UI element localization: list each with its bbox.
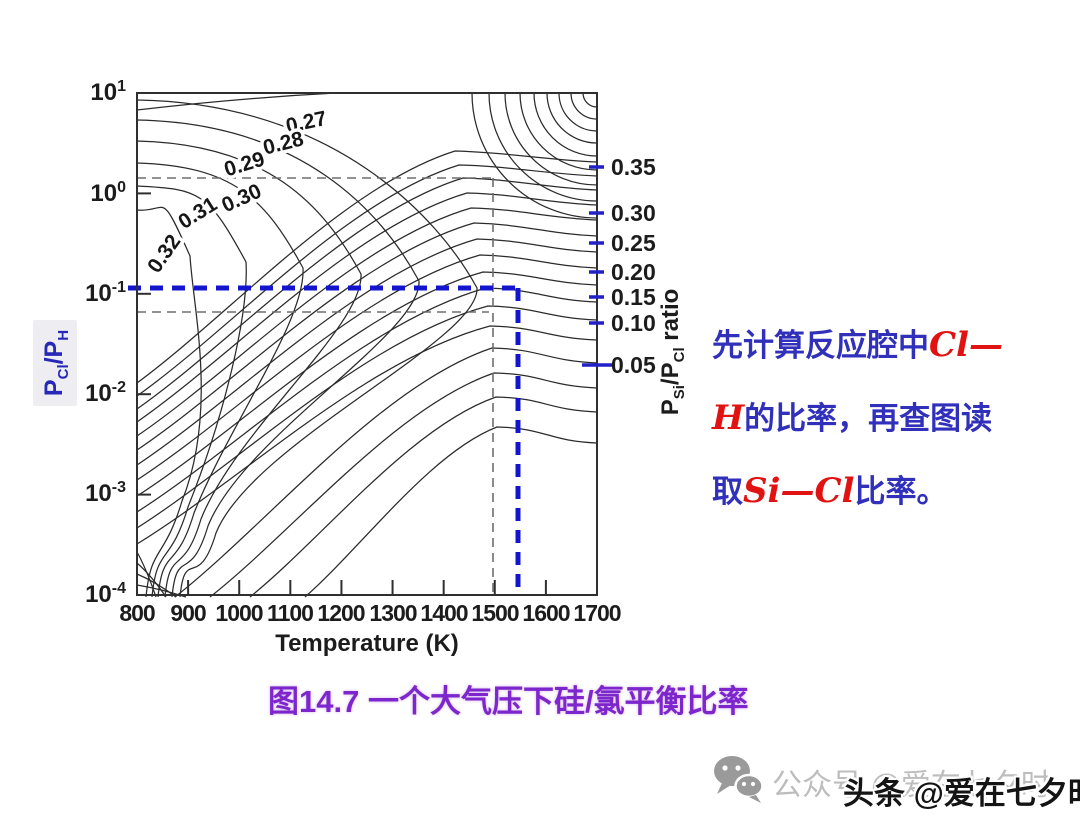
x-tick-label: 1300 <box>369 600 416 626</box>
annotation-segment: H <box>712 398 745 438</box>
x-axis-title: Temperature (K) <box>275 630 459 657</box>
right-tick-label: 0.30 <box>611 200 656 226</box>
annotation-line: 先计算反应腔中Cl— <box>712 312 1057 385</box>
figure-caption: 图14.7 一个大气压下硅/氯平衡比率 <box>268 684 749 719</box>
annotation-segment: Cl— <box>929 325 1003 365</box>
wechat-icon <box>714 756 764 803</box>
annotation-segment: 比率。 <box>854 474 948 509</box>
y-axis-title: PCl/PH <box>40 330 72 396</box>
y-tick-label: 10-2 <box>85 379 126 407</box>
contour-label: 0.28 <box>261 127 307 159</box>
right-tick-label: 0.10 <box>611 310 656 336</box>
y-axis-title-bg <box>33 320 77 406</box>
annotation-segment: Si—Cl <box>743 471 855 511</box>
y-tick-label: 100 <box>90 179 126 207</box>
right-tick-label: 0.35 <box>611 154 656 180</box>
y-tick-label: 10-4 <box>85 580 126 608</box>
contour-label: 0.29 <box>222 147 268 181</box>
annotation-line: H的比率，再查图读 <box>712 385 1057 458</box>
contour-label: 0.31 <box>174 193 221 234</box>
contour-lines <box>136 92 598 598</box>
right-tick-label: 0.25 <box>611 230 656 256</box>
right-axis-title: PSi/PCl ratio <box>657 289 688 416</box>
y-tick-label: 101 <box>90 78 126 106</box>
annotation-text: 先计算反应腔中Cl— H的比率，再查图读 取Si—Cl比率。 <box>712 312 1057 531</box>
watermark-gray-text: 公众号 @爱在七夕时 <box>772 769 1051 802</box>
annotation-segment: 取 <box>712 474 743 509</box>
right-tick-label: 0.20 <box>611 259 656 285</box>
annotation-line: 取Si—Cl比率。 <box>712 458 1057 531</box>
x-tick-label: 1200 <box>317 600 364 626</box>
x-tick-label: 1600 <box>522 600 569 626</box>
right-tick-label: 0.05 <box>611 352 656 378</box>
x-tick-label: 1500 <box>471 600 518 626</box>
contour-label: 0.30 <box>218 180 265 218</box>
watermark-black-text: 头条 @爱在七夕时 <box>843 776 1080 811</box>
x-tick-label: 1700 <box>573 600 620 626</box>
annotation-segment: 先计算反应腔中 <box>712 328 929 363</box>
x-tick-label: 1100 <box>267 600 313 626</box>
x-tick-label: 900 <box>170 600 206 626</box>
x-tick-label: 1000 <box>215 600 262 626</box>
x-tick-label: 800 <box>119 600 155 626</box>
y-tick-label: 10-1 <box>85 279 126 307</box>
plot-frame <box>136 92 598 596</box>
annotation-segment: 的比率，再查图读 <box>744 401 993 436</box>
y-tick-label: 10-3 <box>85 479 126 507</box>
x-tick-label: 1400 <box>420 600 467 626</box>
contour-label: 0.32 <box>143 231 185 278</box>
right-tick-label: 0.15 <box>611 284 656 310</box>
axis-ticks <box>137 165 612 595</box>
